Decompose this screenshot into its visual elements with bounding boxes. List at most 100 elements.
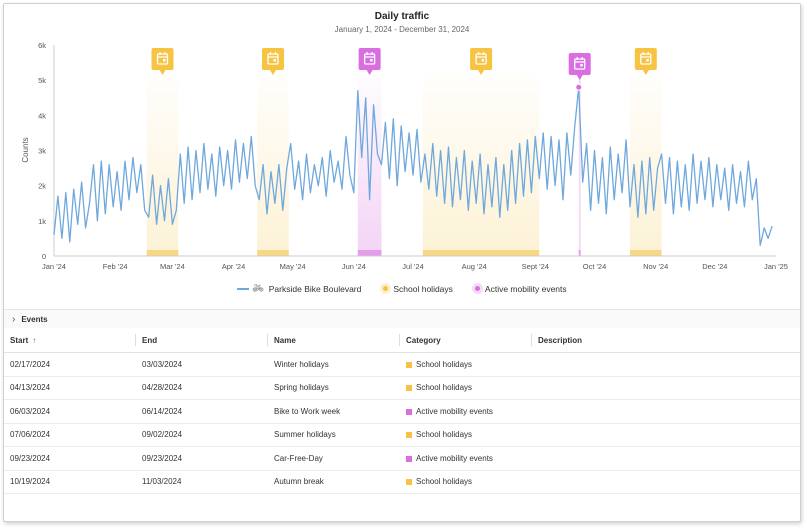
x-tick-label: Feb '24: [103, 262, 128, 271]
band-strip-school[interactable]: [146, 250, 179, 256]
cell-description: [532, 446, 800, 471]
calendar-marker-icon[interactable]: [358, 48, 381, 75]
category-swatch-icon: [406, 361, 412, 368]
legend-item-mobility[interactable]: Active mobility events: [474, 283, 567, 294]
column-header-description[interactable]: Description: [532, 328, 800, 353]
legend-mobility-label: Active mobility events: [484, 283, 567, 294]
sort-ascending-icon[interactable]: ↑: [32, 335, 37, 345]
x-tick-label: Sept '24: [522, 262, 549, 271]
column-header-start[interactable]: Start ↑: [4, 328, 136, 353]
cell-start: 09/23/2024: [4, 446, 136, 471]
category-swatch-icon: [406, 479, 412, 486]
category-header-label: Category: [406, 335, 441, 345]
band-mobility[interactable]: [357, 75, 382, 256]
category-swatch-icon: [406, 455, 412, 462]
calendar-marker-icon[interactable]: [470, 48, 493, 75]
x-tick-label: Aug '24: [462, 262, 487, 271]
column-header-name[interactable]: Name: [268, 328, 400, 353]
category-swatch-icon: [406, 385, 412, 392]
x-tick-label: Mar '24: [160, 262, 185, 271]
cell-name: Winter holidays: [268, 352, 400, 377]
table-header-row: Start ↑ End Name Category Description: [4, 328, 800, 353]
band-strip-mobility[interactable]: [357, 250, 382, 256]
cell-description: [532, 423, 800, 447]
band-school[interactable]: [146, 75, 179, 256]
x-tick-label: Jul '24: [402, 262, 423, 271]
y-tick-label: 5k: [38, 76, 46, 85]
y-tick-label: 4k: [38, 111, 46, 120]
y-axis-label: Counts: [21, 137, 30, 162]
chevron-right-icon: ›: [12, 313, 16, 325]
category-label: School holidays: [416, 359, 473, 369]
legend-item-school[interactable]: School holidays: [383, 283, 453, 294]
band-strip-school[interactable]: [422, 250, 540, 256]
table-row[interactable]: 06/03/2024 06/14/2024 Bike to Work week Act…: [4, 399, 800, 424]
traffic-line[interactable]: [53, 86, 773, 247]
calendar-marker-icon[interactable]: [261, 48, 284, 75]
category-label: Active mobility events: [416, 453, 493, 463]
cell-category: Active mobility events: [400, 399, 532, 424]
cell-start: 04/13/2024: [4, 376, 136, 400]
cell-description: [532, 399, 800, 424]
legend-item-series[interactable]: 🚲︎ Parkside Bike Boulevard: [237, 283, 361, 294]
category-swatch-icon: [406, 408, 412, 415]
line-swatch-icon: [237, 287, 250, 290]
x-axis: Jan '24 Feb '24 Mar '24 Apr '24 May '24 Jun '…: [42, 262, 788, 271]
calendar-marker-icon[interactable]: [568, 53, 591, 80]
band-strip-school[interactable]: [630, 250, 662, 256]
band-strip-mobility[interactable]: [578, 250, 581, 256]
chart-subtitle: January 1, 2024 - December 31, 2024: [334, 25, 470, 34]
category-swatch-icon: [406, 432, 412, 439]
cell-category: School holidays: [400, 423, 532, 447]
x-tick-label: Apr '24: [222, 262, 246, 271]
cell-end: 09/02/2024: [136, 423, 268, 447]
chart-legend: 🚲︎ Parkside Bike Boulevard School holida…: [4, 283, 800, 294]
band-school[interactable]: [630, 75, 662, 256]
calendar-marker-icon[interactable]: [634, 48, 657, 75]
table-row[interactable]: 04/13/2024 04/28/2024 Spring holidays Schoo…: [4, 376, 800, 400]
x-tick-label: Dec '24: [702, 262, 727, 271]
table-row[interactable]: 02/17/2024 03/03/2024 Winter holidays Schoo…: [4, 352, 800, 377]
x-tick-label: Nov '24: [643, 262, 668, 271]
category-label: School holidays: [416, 477, 473, 487]
cell-end: 09/23/2024: [136, 446, 268, 471]
cell-end: 03/03/2024: [136, 352, 268, 377]
x-tick-label: Oct '24: [583, 262, 607, 271]
cell-start: 10/19/2024: [4, 470, 136, 494]
table-row[interactable]: 09/23/2024 09/23/2024 Car-Free-Day Active m…: [4, 446, 800, 471]
y-tick-label: 1k: [38, 217, 46, 226]
cell-name: Spring holidays: [268, 376, 400, 400]
school-dot-icon: [383, 286, 389, 291]
band-school[interactable]: [257, 75, 289, 256]
calendar-marker-icon[interactable]: [151, 48, 174, 75]
series-line: [53, 86, 773, 247]
legend-school-label: School holidays: [393, 283, 453, 294]
cell-end: 06/14/2024: [136, 399, 268, 424]
y-tick-label: 6k: [38, 41, 46, 50]
daily-traffic-chart: 0 1k 2k 3k 4k 5k 6k Jan '24 Feb '24 Mar '24 Apr '…: [21, 41, 788, 271]
cell-name: Autumn break: [268, 470, 400, 494]
category-label: School holidays: [416, 430, 473, 440]
y-axis: 0 1k 2k 3k 4k 5k 6k: [38, 41, 776, 261]
band-mobility[interactable]: [578, 75, 581, 256]
column-header-end[interactable]: End: [136, 328, 268, 353]
highlight-point[interactable]: [575, 83, 583, 91]
table-row[interactable]: 07/06/2024 09/02/2024 Summer holidays Schoo…: [4, 423, 800, 447]
cell-category: Active mobility events: [400, 446, 532, 471]
cell-start: 02/17/2024: [4, 352, 136, 377]
column-header-category[interactable]: Category: [400, 328, 532, 353]
legend-series-label: Parkside Bike Boulevard: [268, 283, 362, 294]
category-label: Active mobility events: [416, 406, 493, 416]
x-tick-label: Jan '25: [764, 262, 788, 271]
y-tick-label: 0: [42, 252, 46, 261]
events-toggle[interactable]: › Events: [4, 309, 800, 328]
category-label: School holidays: [416, 383, 473, 393]
cell-category: School holidays: [400, 470, 532, 494]
events-label: Events: [21, 314, 48, 324]
band-strip-school[interactable]: [257, 250, 289, 256]
cell-end: 04/28/2024: [136, 376, 268, 400]
cell-end: 11/03/2024: [136, 470, 268, 494]
x-tick-label: Jun '24: [342, 262, 366, 271]
mobility-dot-icon: [474, 286, 480, 291]
table-row[interactable]: 10/19/2024 11/03/2024 Autumn break School h…: [4, 470, 800, 494]
